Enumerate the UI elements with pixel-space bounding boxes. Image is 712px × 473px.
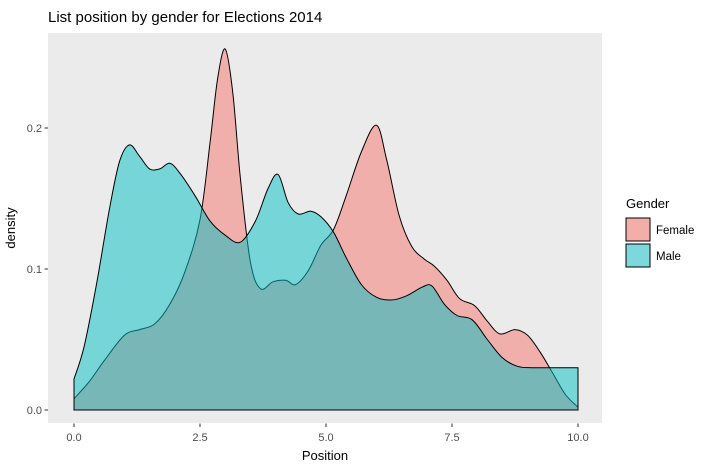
legend: Gender Female Male bbox=[625, 196, 694, 268]
y-axis-title: density bbox=[3, 207, 18, 249]
x-axis-tick-labels: 0.0 2.5 5.0 7.5 10.0 bbox=[66, 432, 588, 444]
x-axis-title: Position bbox=[302, 448, 348, 463]
male-density-area bbox=[73, 144, 579, 411]
legend-label-male: Male bbox=[656, 251, 681, 263]
y-tick-label: 0.2 bbox=[27, 123, 42, 135]
chart-title: List position by gender for Elections 20… bbox=[48, 9, 322, 26]
x-tick-label: 10.0 bbox=[567, 432, 588, 444]
y-tick-label: 0.1 bbox=[27, 264, 42, 276]
legend-label-female: Female bbox=[656, 225, 694, 237]
x-tick-label: 5.0 bbox=[318, 432, 333, 444]
x-tick-label: 2.5 bbox=[192, 432, 207, 444]
x-tick-label: 7.5 bbox=[444, 432, 459, 444]
y-tick-label: 0.0 bbox=[27, 405, 42, 417]
legend-title: Gender bbox=[626, 196, 670, 211]
x-tick-label: 0.0 bbox=[66, 432, 81, 444]
y-axis-tick-labels: 0.0 0.1 0.2 bbox=[27, 123, 42, 417]
legend-swatch-female bbox=[625, 217, 651, 242]
x-axis-ticks bbox=[73, 423, 579, 427]
legend-swatch-male bbox=[625, 243, 651, 268]
y-axis-ticks bbox=[44, 127, 48, 411]
